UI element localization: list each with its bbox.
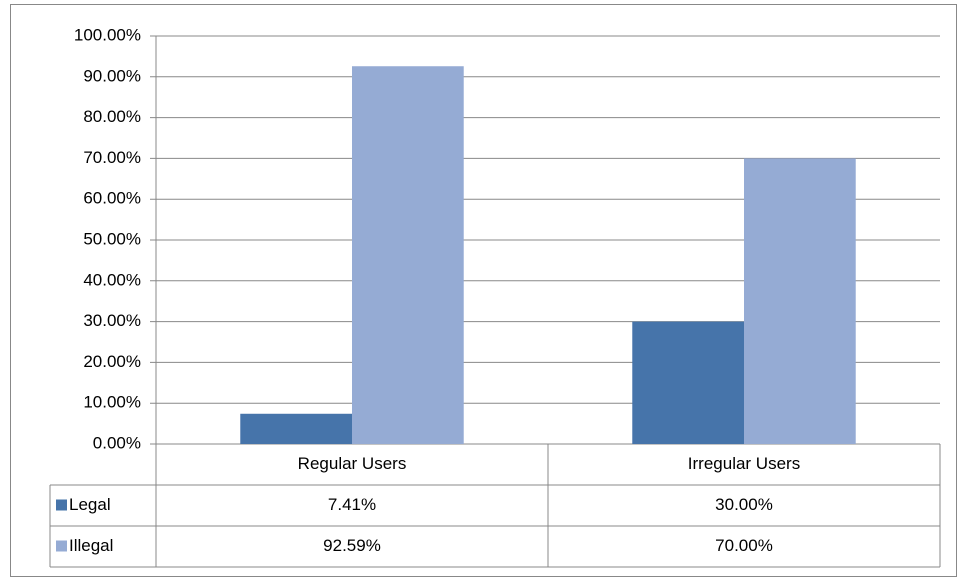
- y-tick-label: 40.00%: [83, 270, 141, 289]
- legend-label: Legal: [69, 495, 111, 514]
- y-tick-label: 30.00%: [83, 311, 141, 330]
- y-tick-label: 10.00%: [83, 393, 141, 412]
- table-value: 70.00%: [715, 536, 773, 555]
- y-tick-label: 50.00%: [83, 229, 141, 248]
- y-tick-label: 20.00%: [83, 352, 141, 371]
- x-tick-label: Regular Users: [298, 454, 407, 473]
- table-value: 7.41%: [328, 495, 376, 514]
- y-tick-label: 60.00%: [83, 189, 141, 208]
- table-value: 30.00%: [715, 495, 773, 514]
- x-tick-label: Irregular Users: [688, 454, 800, 473]
- y-tick-label: 90.00%: [83, 66, 141, 85]
- legend-swatch: [56, 540, 67, 552]
- y-tick-label: 70.00%: [83, 148, 141, 167]
- bar: [632, 321, 744, 444]
- legend-label: Illegal: [69, 536, 113, 555]
- bar: [744, 158, 856, 444]
- y-tick-label: 80.00%: [83, 107, 141, 126]
- bar: [352, 66, 464, 445]
- y-tick-label: 100.00%: [74, 25, 141, 44]
- table-value: 92.59%: [323, 536, 381, 555]
- legend-swatch: [56, 499, 67, 511]
- y-tick-label: 0.00%: [93, 433, 141, 452]
- bar: [240, 413, 352, 444]
